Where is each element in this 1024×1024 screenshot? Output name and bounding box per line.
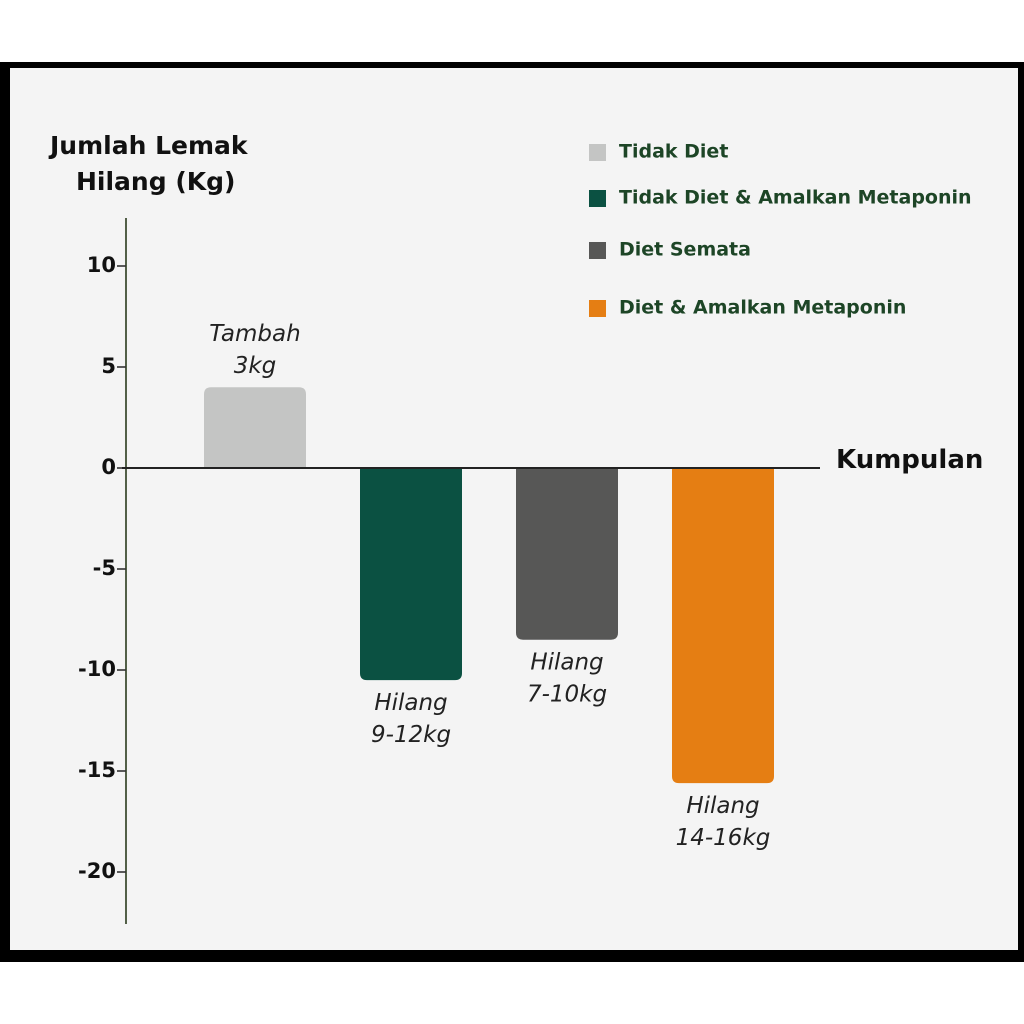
bar-data-label-line-1: Hilang bbox=[686, 793, 759, 819]
bar-data-label-line-2: 7-10kg bbox=[527, 682, 607, 708]
x-axis-title: Kumpulan bbox=[836, 445, 983, 475]
bar-data-label-line-1: Tambah bbox=[209, 321, 300, 347]
legend-label: Diet Semata bbox=[619, 239, 751, 261]
bar-data-label-line-1: Hilang bbox=[530, 650, 603, 676]
y-tick-label: 0 bbox=[101, 455, 116, 479]
y-tick-label: -20 bbox=[78, 859, 116, 883]
legend-label: Tidak Diet bbox=[619, 141, 728, 163]
legend-swatch bbox=[589, 300, 606, 317]
legend-label: Tidak Diet & Amalkan Metaponin bbox=[619, 187, 972, 209]
y-tick-label: 5 bbox=[101, 354, 116, 378]
bar bbox=[516, 468, 618, 640]
bar-data-label-line-2: 9-12kg bbox=[371, 722, 451, 748]
legend-swatch bbox=[589, 190, 606, 207]
y-tick-label: -15 bbox=[78, 758, 116, 782]
y-axis-title-line-2: Hilang (Kg) bbox=[76, 167, 235, 196]
data-labels: Tambah 3kg Hilang 9-12kg Hilang 7-10kg Hilang 1… bbox=[209, 321, 770, 851]
y-axis-ticks: 10 5 0 -5 -10 -15 -20 bbox=[78, 253, 126, 883]
y-tick-label: -5 bbox=[93, 556, 116, 580]
bar-data-label-line-2: 14-16kg bbox=[676, 825, 771, 851]
legend: Tidak Diet Tidak Diet & Amalkan Metaponin… bbox=[589, 141, 972, 319]
y-tick-label: -10 bbox=[78, 657, 116, 681]
bar bbox=[204, 387, 306, 468]
bar bbox=[360, 468, 462, 681]
bars bbox=[204, 387, 774, 784]
chart-frame: Jumlah Lemak Hilang (Kg) 10 5 0 -5 -10 -15 -20… bbox=[0, 62, 1024, 962]
bar-chart: Jumlah Lemak Hilang (Kg) 10 5 0 -5 -10 -15 -20… bbox=[48, 131, 983, 924]
y-tick-label: 10 bbox=[87, 253, 116, 277]
chart-panel: Jumlah Lemak Hilang (Kg) 10 5 0 -5 -10 -15 -20… bbox=[10, 68, 1018, 950]
legend-swatch bbox=[589, 144, 606, 161]
legend-swatch bbox=[589, 242, 606, 259]
bar-data-label-line-1: Hilang bbox=[374, 690, 447, 716]
bar bbox=[672, 468, 774, 784]
legend-label: Diet & Amalkan Metaponin bbox=[619, 297, 906, 319]
bar-data-label-line-2: 3kg bbox=[234, 353, 277, 379]
y-axis-title-line-1: Jumlah Lemak bbox=[48, 131, 249, 160]
